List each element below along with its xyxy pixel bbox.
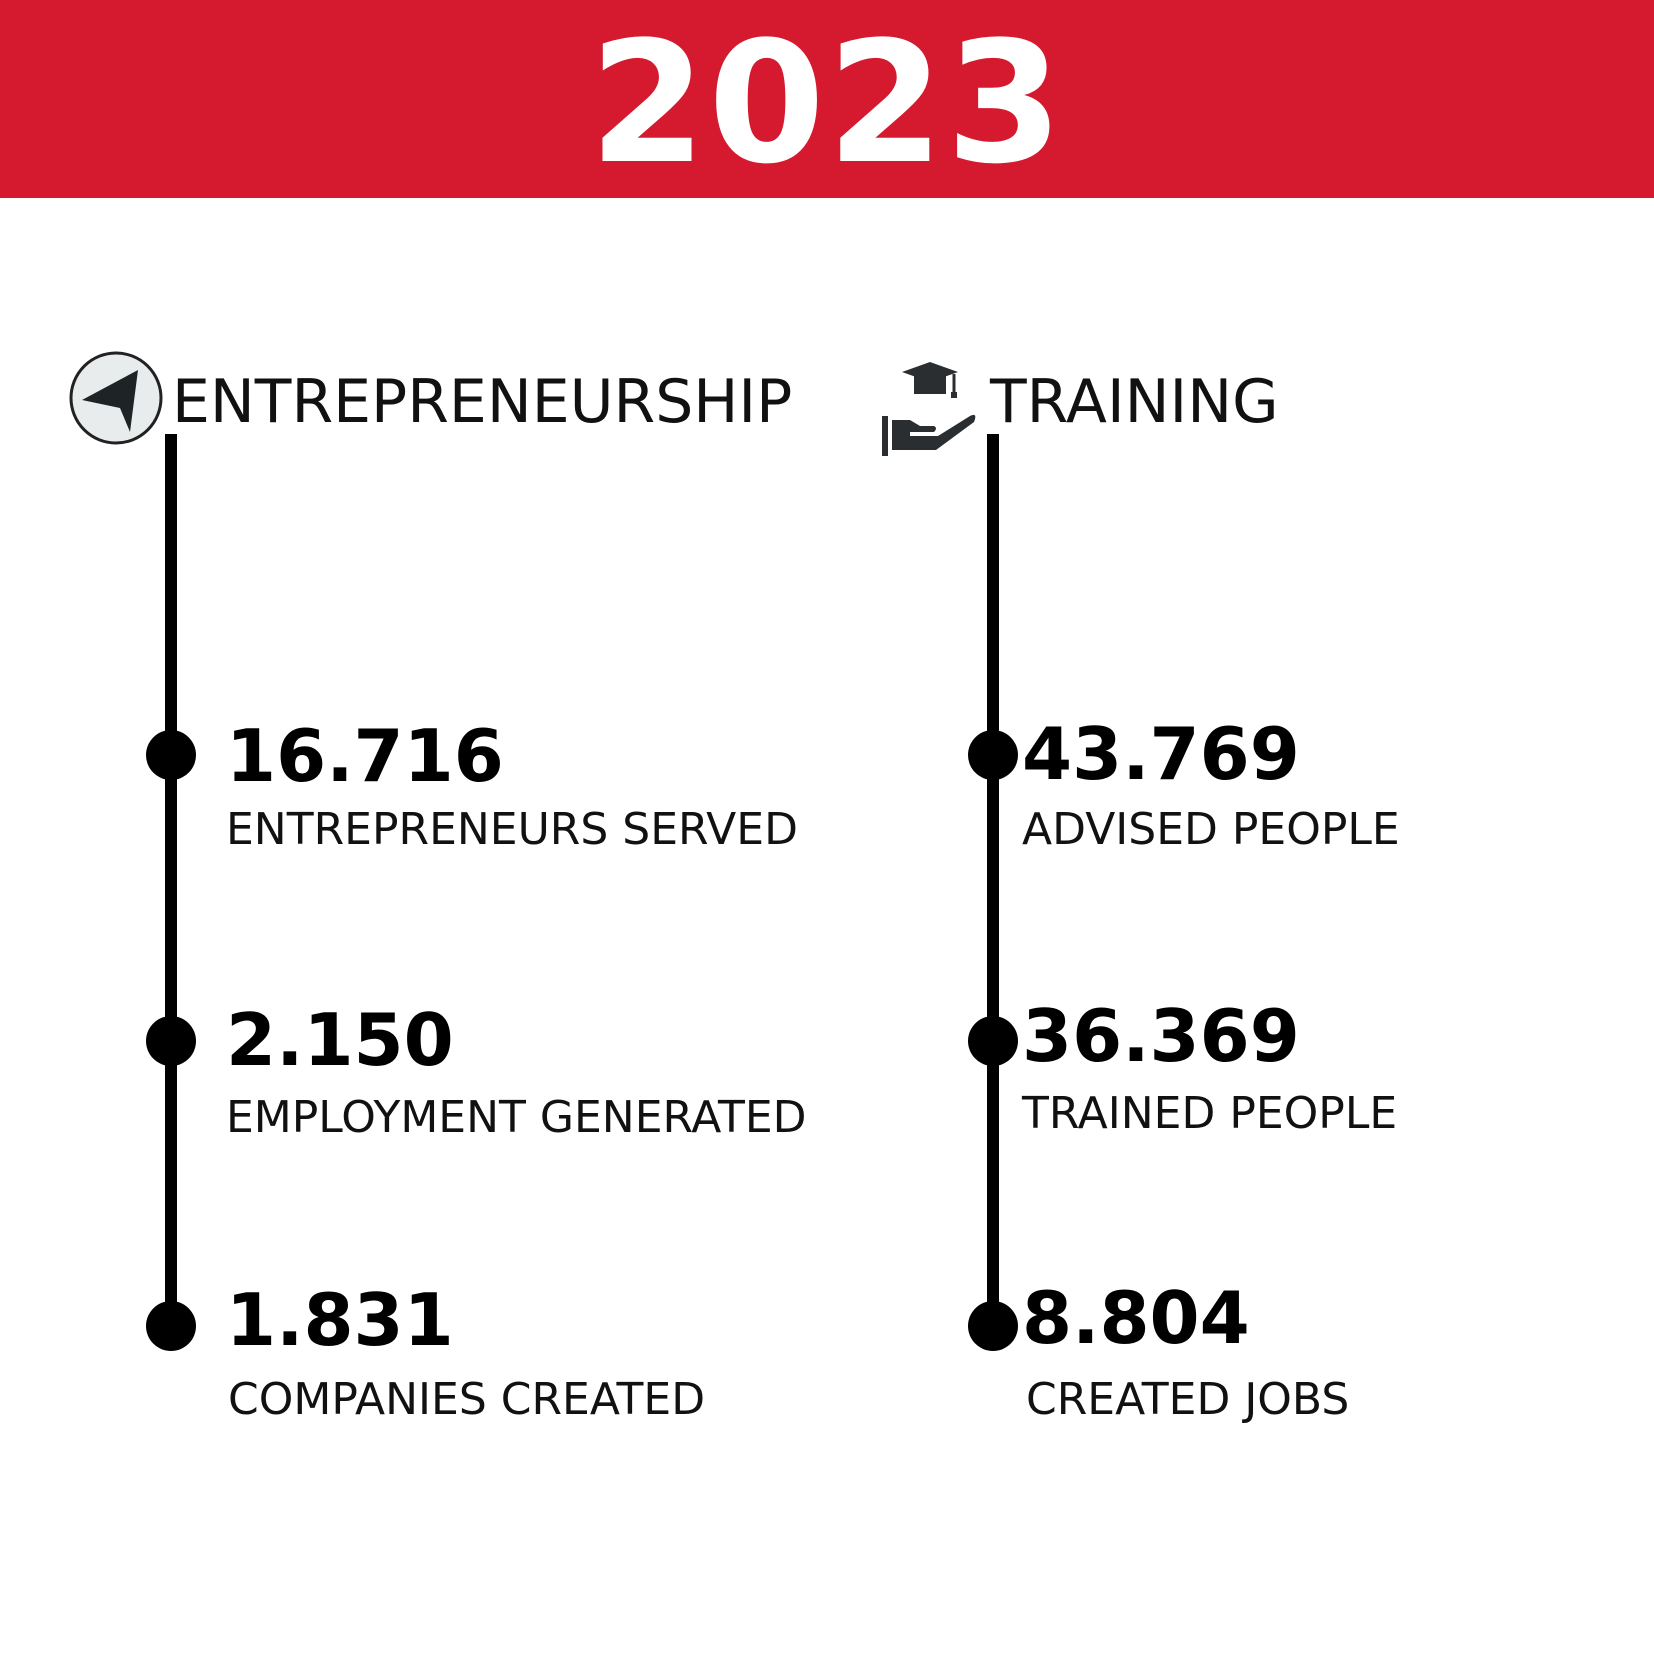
timeline-dot [968,730,1018,780]
timeline-line [165,434,177,1328]
timeline-dot [146,1301,196,1351]
stat-value: 43.769 [1022,712,1300,796]
header-banner [0,0,1654,198]
timeline-dot [146,730,196,780]
timeline-dot [146,1016,196,1066]
graduation-cap-hand-icon [880,358,984,462]
stat-label: TRAINED PEOPLE [1022,1088,1398,1139]
year-title: 2023 [589,5,1065,201]
stat-label: EMPLOYMENT GENERATED [226,1092,807,1143]
stat-value: 1.831 [226,1278,454,1362]
stat-label: CREATED JOBS [1026,1374,1350,1425]
section-title-training: TRAINING [990,367,1279,437]
stat-label: ADVISED PEOPLE [1022,804,1400,855]
stat-value: 8.804 [1022,1276,1250,1360]
stat-value: 2.150 [226,998,454,1082]
timeline-dot [968,1301,1018,1351]
stat-label: COMPANIES CREATED [228,1374,706,1425]
section-title-entrepreneurship: ENTREPRENEURSHIP [172,367,793,437]
stat-label: ENTREPRENEURS SERVED [226,804,798,855]
timeline-dot [968,1016,1018,1066]
stat-value: 36.369 [1022,994,1300,1078]
navigation-arrow-icon [68,350,164,446]
stat-value: 16.716 [226,714,504,798]
timeline-line [987,434,999,1328]
